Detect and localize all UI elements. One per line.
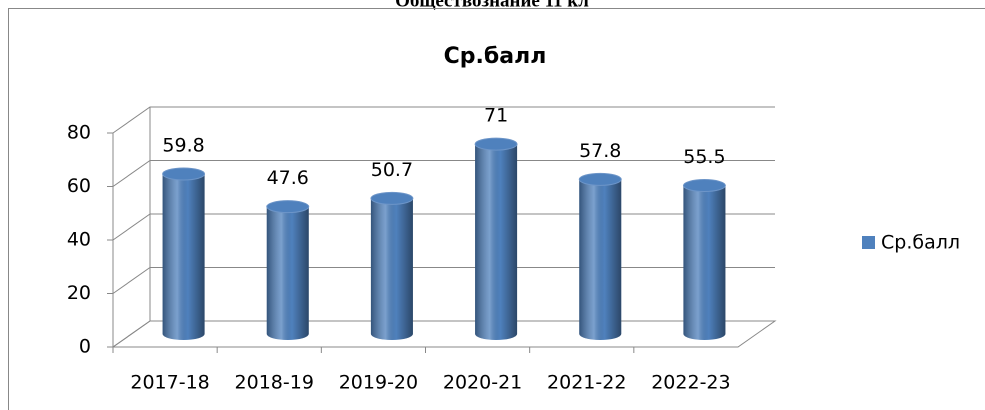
- y-tick-label: 40: [67, 229, 91, 251]
- x-tick-label: 2018-19: [235, 372, 314, 394]
- grid-line: [112, 106, 775, 134]
- y-tick-label: 80: [67, 122, 91, 144]
- grid-line: [112, 320, 775, 348]
- grid-line: [112, 213, 775, 241]
- data-label: 57.8: [579, 140, 621, 162]
- bar-top: [370, 191, 414, 205]
- x-tick-label: 2020-21: [443, 372, 522, 394]
- bar-top: [474, 137, 518, 151]
- x-tick-label: 2021-22: [547, 372, 626, 394]
- floor: [111, 320, 777, 348]
- bar-top: [162, 167, 206, 181]
- grid-line: [112, 160, 775, 187]
- bar-shade: [370, 198, 413, 340]
- data-label: 59.8: [162, 135, 204, 157]
- legend-swatch: [862, 236, 875, 249]
- bar-top: [682, 179, 726, 193]
- page-heading: Обществознание 11 кл: [395, 0, 589, 11]
- bar-top: [578, 172, 622, 186]
- bar-shade: [162, 174, 205, 340]
- chart-title: Ср.балл: [444, 44, 547, 69]
- data-label: 47.6: [267, 167, 309, 189]
- y-tick-label: 60: [67, 175, 91, 197]
- grid-line: [112, 267, 775, 294]
- data-label: 50.7: [371, 159, 413, 181]
- bar-shade: [475, 144, 518, 340]
- x-tick-label: 2017-18: [130, 372, 209, 394]
- y-tick-label: 20: [67, 282, 91, 304]
- x-tick-label: 2019-20: [339, 372, 418, 394]
- bar-shade: [683, 185, 726, 340]
- chart-border: [8, 8, 985, 410]
- bar-top: [266, 200, 310, 214]
- legend-label: Ср.балл: [881, 232, 960, 254]
- bar-shade: [266, 206, 309, 340]
- y-tick-label: 0: [79, 336, 91, 358]
- bar-shade: [579, 179, 622, 340]
- data-label: 71: [484, 105, 508, 127]
- x-tick-label: 2022-23: [651, 372, 730, 394]
- data-label: 55.5: [683, 146, 725, 168]
